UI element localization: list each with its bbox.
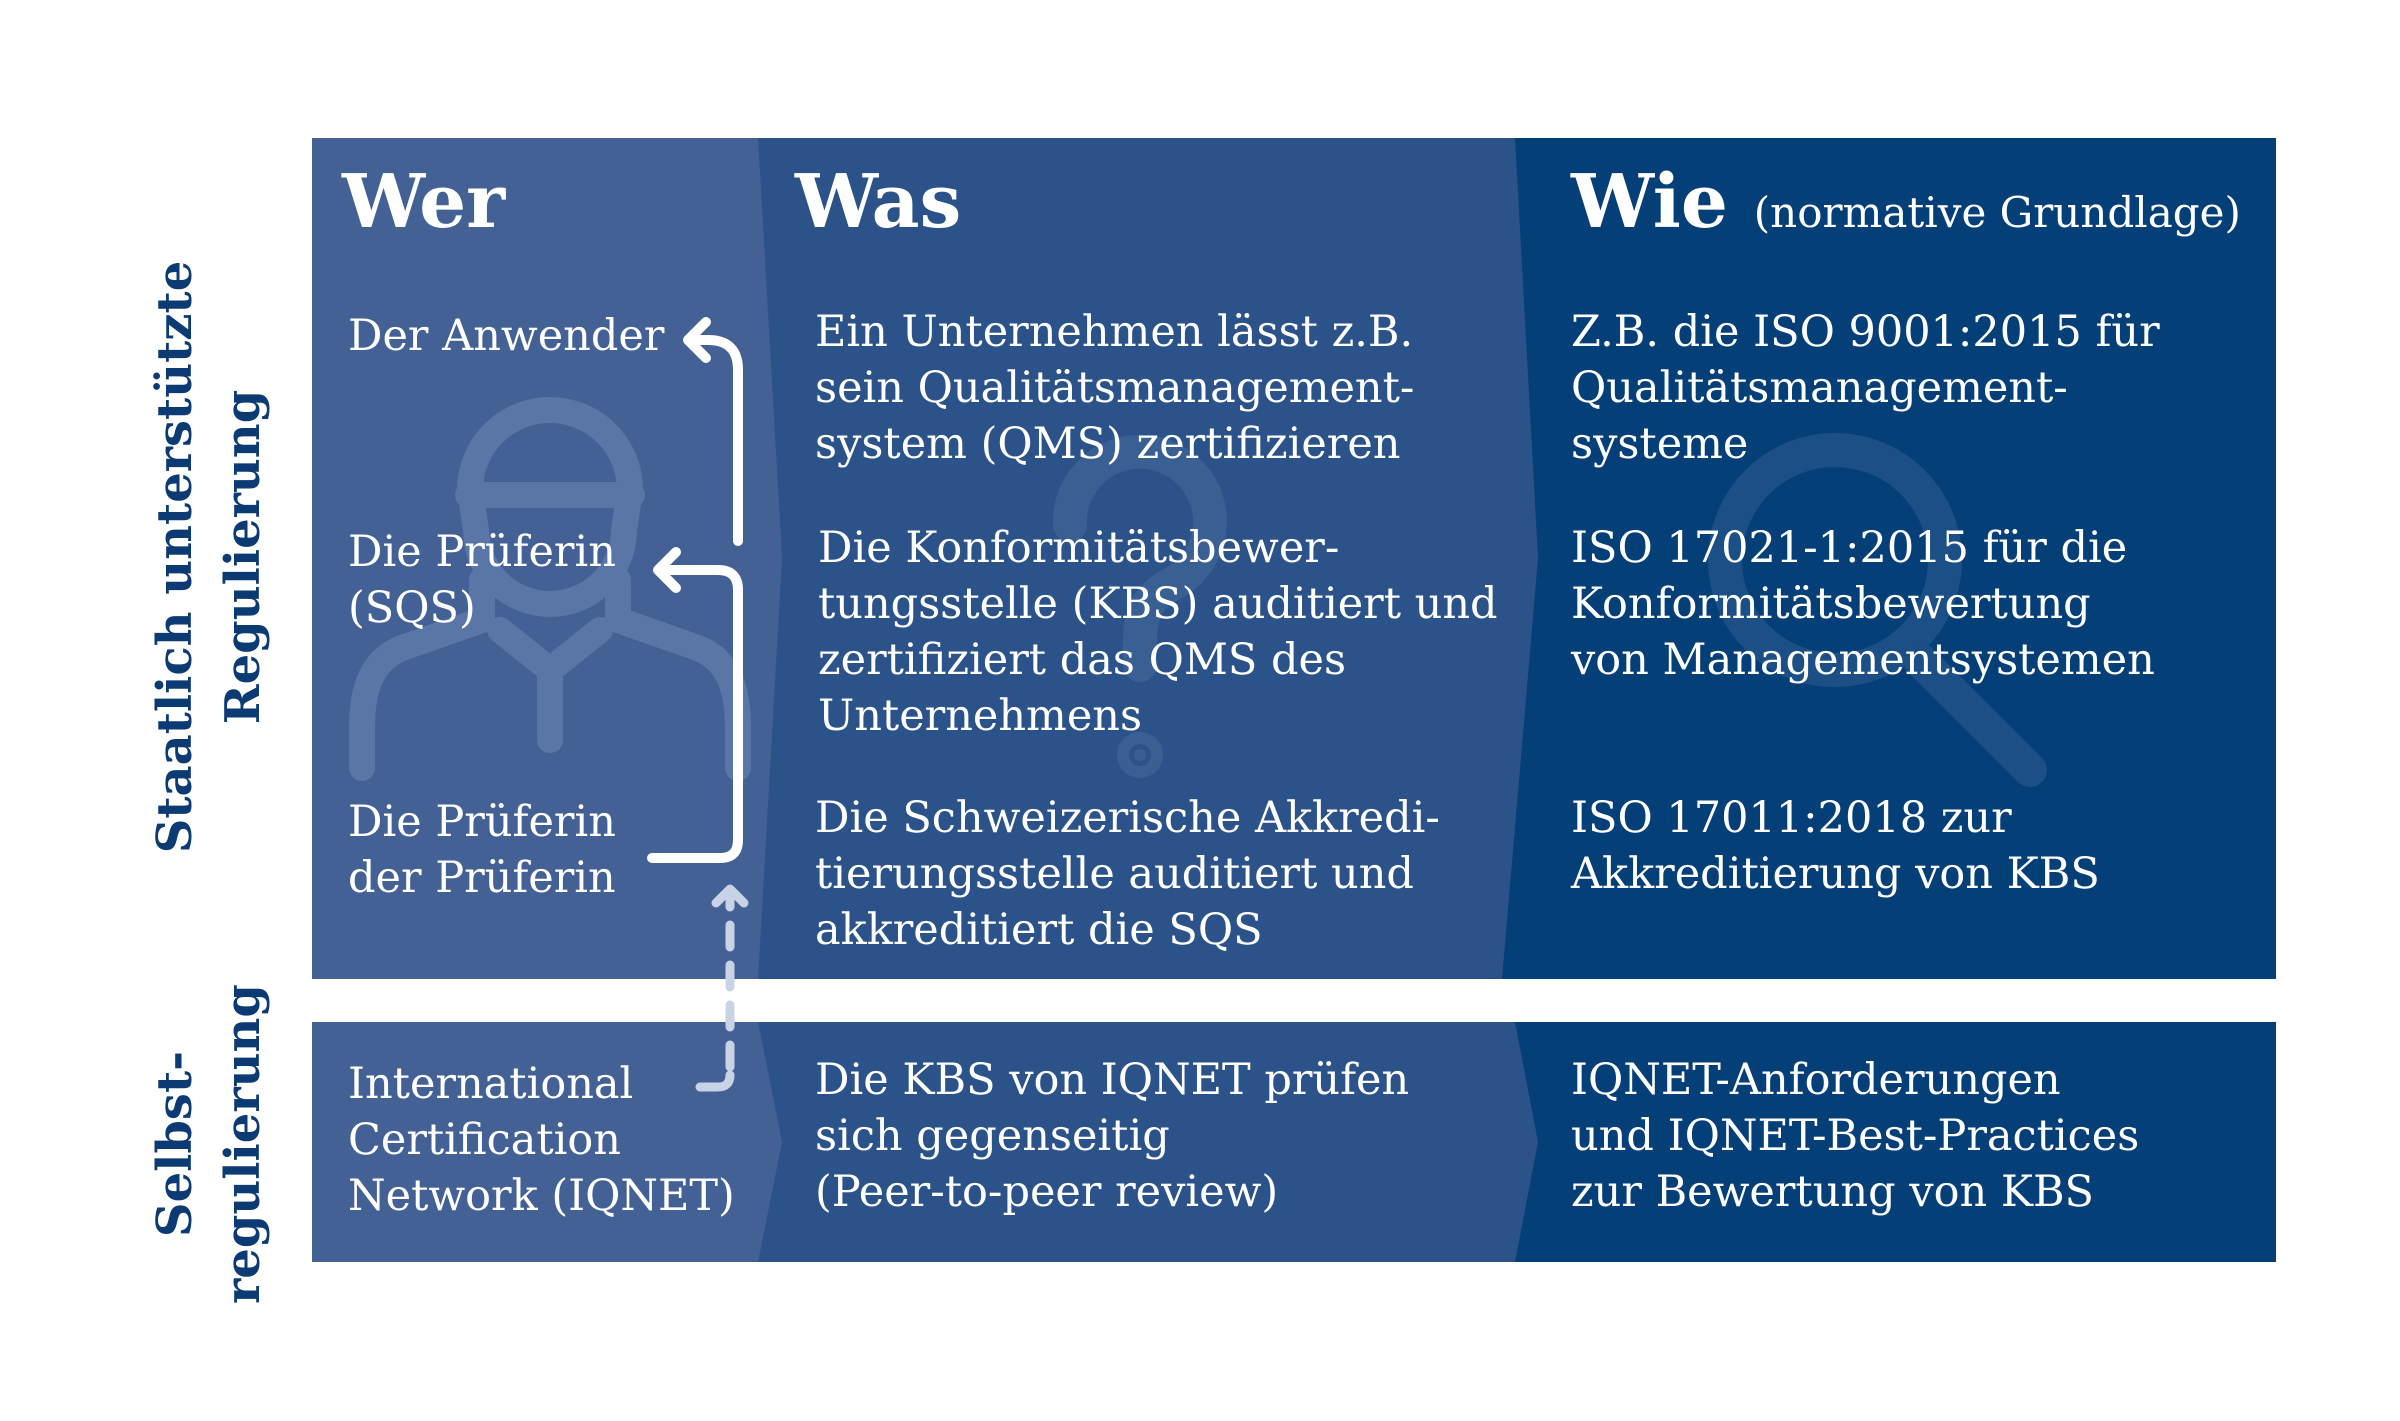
row2-what: Die Konformitätsbewer- tungsstelle (KBS)… xyxy=(818,523,1498,741)
row2-who: Die Prüferin (SQS) xyxy=(348,527,616,633)
column-how-lower xyxy=(1500,1022,2276,1262)
column-who-lower xyxy=(312,1022,782,1262)
row3-what: Die Schweizerische Akkredi- tierungsstel… xyxy=(815,793,1440,955)
row1-what: Ein Unternehmen lässt z.B. sein Qualität… xyxy=(815,307,1415,469)
column-how-upper xyxy=(1500,138,2276,979)
header-how: Wie (normative Grundlage) xyxy=(1571,162,2241,253)
header-who: Wer xyxy=(342,159,506,245)
row3-how: ISO 17011:2018 zur Akkreditierung von KB… xyxy=(1571,793,2100,899)
question-mark-icon xyxy=(1052,434,1227,778)
row4-who: International Certification Network (IQN… xyxy=(348,1059,735,1221)
row4-how: IQNET-Anforderungen und IQNET-Best-Pract… xyxy=(1571,1055,2140,1217)
dashed-arrow-icon xyxy=(695,884,749,1092)
side-label-state-regulation: Staatlich unterstützte Regulierung xyxy=(147,260,271,854)
row1-who: Der Anwender xyxy=(348,311,665,361)
row2-how: ISO 17021-1:2015 für die Konformitätsbew… xyxy=(1571,523,2155,685)
column-who-upper xyxy=(312,138,782,979)
row4-what: Die KBS von IQNET prüfen sich gegenseiti… xyxy=(815,1055,1410,1217)
column-what-upper xyxy=(740,138,1538,979)
arrow-up-left-icon xyxy=(647,317,743,863)
row1-how: Z.B. die ISO 9001:2015 für Qualitätsmana… xyxy=(1571,307,2160,469)
header-how-note: (normative Grundlage) xyxy=(1753,188,2241,237)
side-label-self-regulation: Selbst- regulierung xyxy=(147,984,271,1304)
column-what-lower xyxy=(740,1022,1538,1262)
row3-who: Die Prüferin der Prüferin xyxy=(348,797,616,903)
header-what: Was xyxy=(795,159,962,245)
magnifier-icon xyxy=(1708,433,2047,787)
header-how-title: Wie xyxy=(1571,159,1728,245)
